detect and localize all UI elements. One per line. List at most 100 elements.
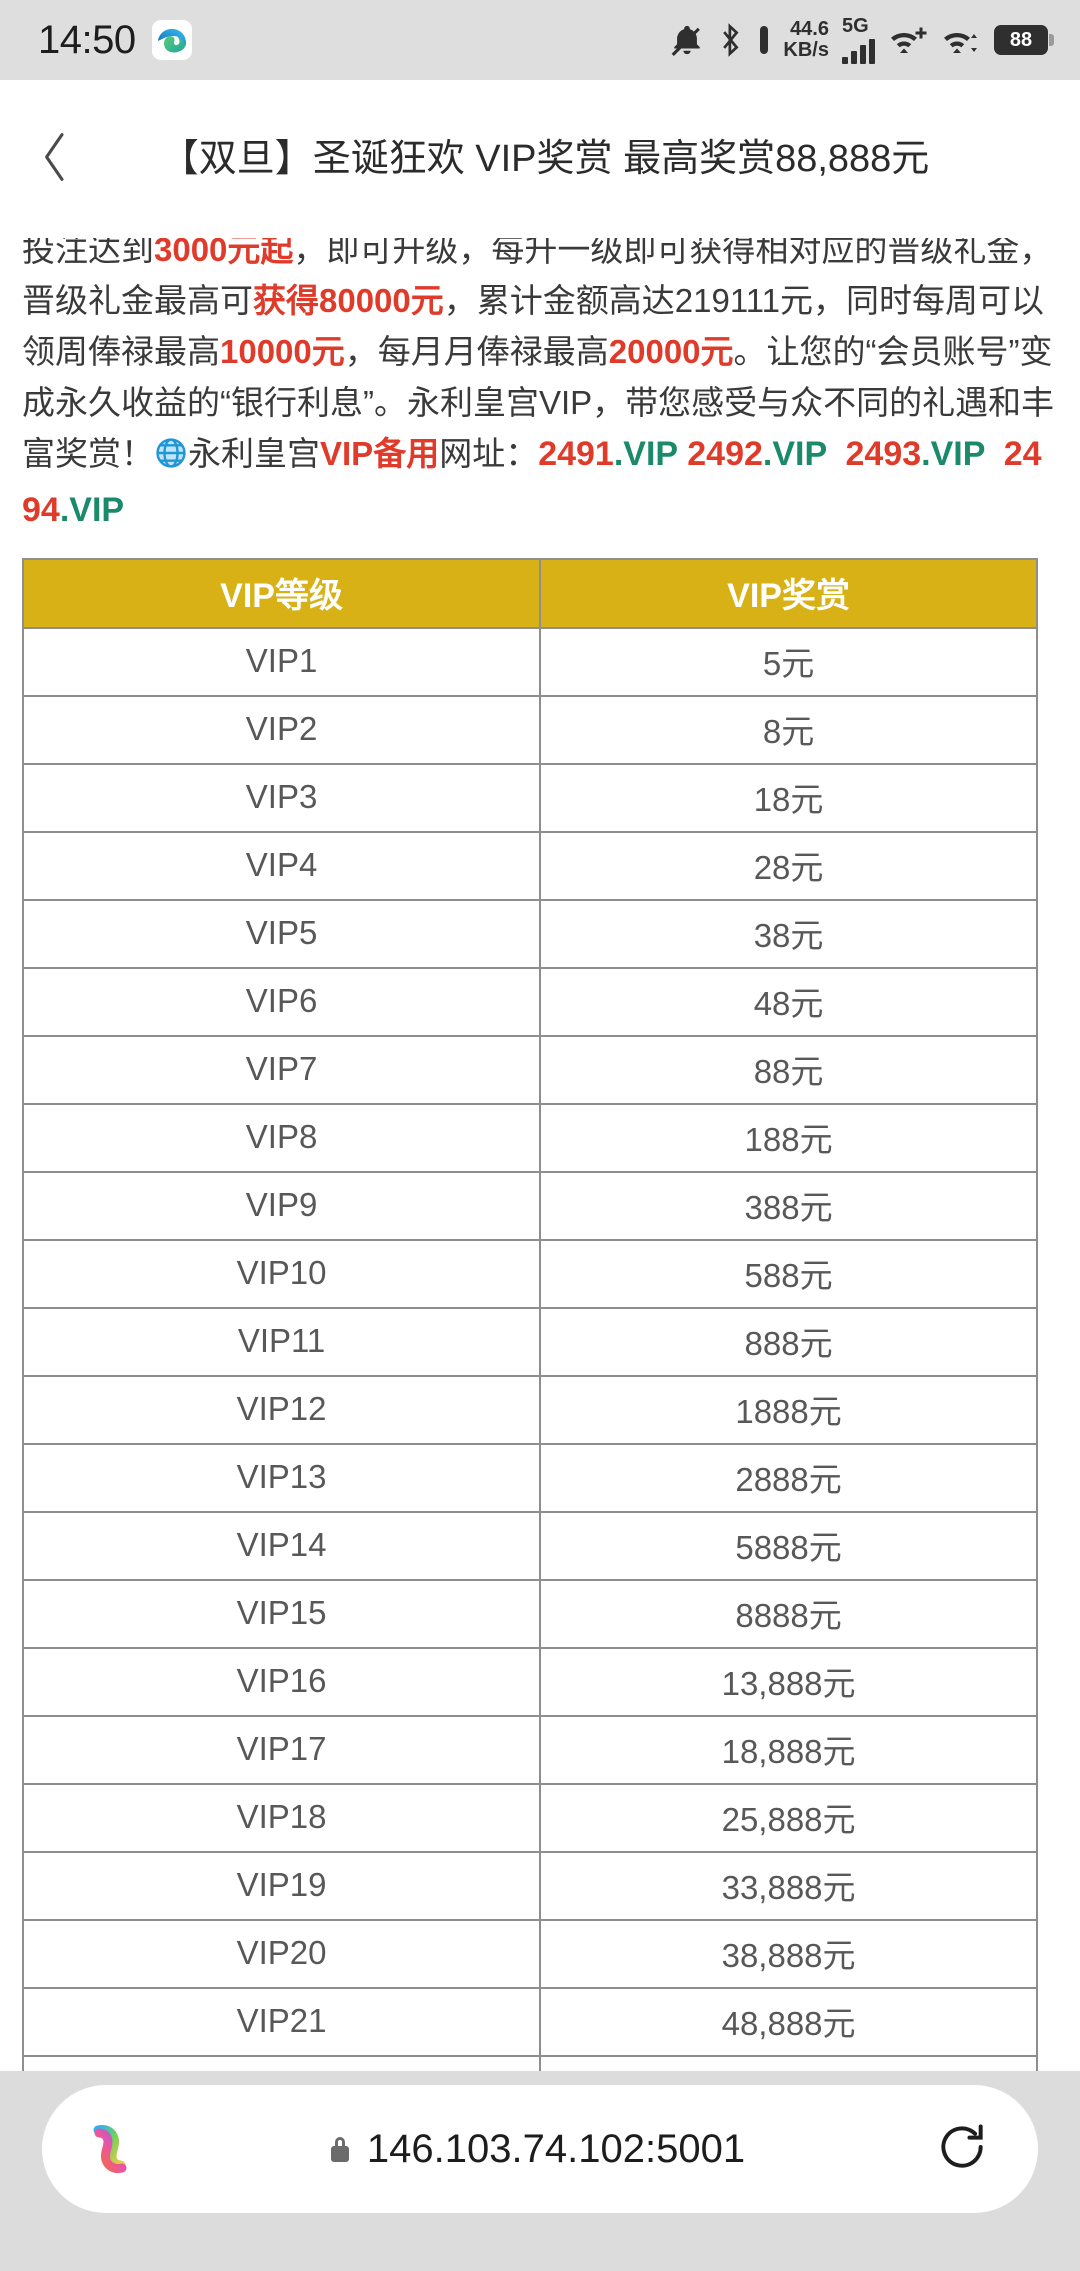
vip-url-link-1[interactable]: 2492.VIP (687, 435, 828, 473)
cell-vip-level: VIP11 (21, 1307, 542, 1377)
table-row: VIP10 588元 (21, 1239, 1038, 1309)
vip-reward-table: VIP等级 VIP奖赏 VIP1 5元 VIP2 8元 VIP3 18元 VIP4 28元 VI… (21, 558, 1038, 2071)
cell-vip-reward: 388元 (539, 1171, 1038, 1241)
bell-muted-icon (670, 23, 704, 57)
copilot-icon[interactable] (78, 2116, 144, 2182)
table-row: VIP8 188元 (21, 1103, 1038, 1173)
cell-vip-level: VIP1 (21, 627, 542, 697)
table-row: VIP9 388元 (21, 1171, 1038, 1241)
intro-text-4: ，每月月俸禄最高 (344, 333, 609, 370)
article-content: 投注达到3000元起，即可升级，每升一级即可获得相对应的晋级礼金，晋级礼金最高可… (0, 238, 1080, 2071)
vip-url-link-0[interactable]: 2491.VIP (538, 435, 679, 473)
table-row: VIP3 18元 (21, 763, 1038, 833)
url-text: 146.103.74.102:5001 (366, 2126, 746, 2171)
table-row: VIP11 888元 (21, 1307, 1038, 1377)
table-row: VIP18 25,888元 (21, 1783, 1038, 1853)
vip-url-link-2[interactable]: 2493.VIP (845, 435, 986, 473)
browser-bottom-bar: 146.103.74.102:5001 (0, 2071, 1080, 2271)
cell-vip-reward: 18,888元 (539, 1715, 1038, 1785)
cell-vip-level: VIP18 (21, 1783, 542, 1853)
bluetooth-icon (717, 23, 745, 57)
table-body: VIP1 5元 VIP2 8元 VIP3 18元 VIP4 28元 VIP5 38元 VIP6 48元… (21, 627, 1038, 2071)
cell-vip-reward: 5888元 (539, 1511, 1038, 1581)
network-speed-unit: KB/s (783, 39, 829, 61)
cell-vip-level: VIP7 (21, 1035, 542, 1105)
cell-vip-level: VIP12 (21, 1375, 542, 1445)
cell-vip-level: VIP5 (21, 899, 542, 969)
highlight-amount-20000: 20000元 (608, 333, 734, 370)
cell-vip-level: VIP16 (21, 1647, 542, 1717)
cell-vip-level: VIP4 (21, 831, 542, 901)
wifi-icon (941, 23, 981, 57)
battery-bar-icon (758, 23, 770, 57)
cell-vip-reward: 2888元 (539, 1443, 1038, 1513)
url-display[interactable]: 146.103.74.102:5001 (144, 2127, 930, 2172)
intro-text-1: 投注达到 (22, 238, 154, 268)
network-speed-indicator: 44.6 KB/s (783, 19, 829, 61)
status-bar-icons: 44.6 KB/s 5G 88 (670, 16, 1054, 64)
highlight-amount-80000: 获得80000元 (253, 282, 444, 319)
vip-url-link-3[interactable]: 2494.VIP (22, 435, 1042, 529)
column-header-level: VIP等级 (21, 558, 542, 629)
intro-text-6: 永利皇宫 (188, 435, 320, 472)
cell-vip-reward: 13,888元 (539, 1647, 1038, 1717)
cell-vip-reward: 33,888元 (539, 1851, 1038, 1921)
column-header-reward: VIP奖赏 (539, 558, 1038, 629)
table-row: VIP14 5888元 (21, 1511, 1038, 1581)
intro-paragraph: 投注达到3000元起，即可升级，每升一级即可获得相对应的晋级礼金，晋级礼金最高可… (22, 238, 1058, 536)
wifi-plus-icon (888, 23, 928, 57)
cell-vip-reward: 38元 (539, 899, 1038, 969)
page-header: 【双旦】圣诞狂欢 VIP奖赏 最高奖赏88,888元 (0, 80, 1080, 238)
back-button[interactable] (0, 80, 110, 238)
cell-vip-reward: 8元 (539, 695, 1038, 765)
table-row: VIP5 38元 (21, 899, 1038, 969)
highlight-amount-10000: 10000元 (220, 333, 345, 370)
cell-vip-level: VIP19 (21, 1851, 542, 1921)
signal-bars-icon (842, 36, 875, 64)
cell-vip-level: VIP10 (21, 1239, 542, 1309)
table-row: VIP20 38,888元 (21, 1919, 1038, 1989)
status-bar-clock: 14:50 (38, 17, 136, 62)
cell-vip-reward: 8888元 (539, 1579, 1038, 1649)
battery-level: 88 (1009, 28, 1033, 51)
cell-vip-level: VIP3 (21, 763, 542, 833)
lock-icon (329, 2134, 351, 2164)
vip-backup-label: VIP备用 (320, 435, 440, 472)
table-row: VIP1 5元 (21, 627, 1038, 697)
cell-vip-reward: 188元 (539, 1103, 1038, 1173)
status-bar: 14:50 (0, 0, 1080, 80)
cell-vip-reward: 38,888元 (539, 1919, 1038, 1989)
cell-vip-reward: 588元 (539, 1239, 1038, 1309)
cell-vip-reward: 48,888元 (539, 1987, 1038, 2057)
battery-indicator: 88 (994, 25, 1054, 55)
intro-text-3: ，累计金额高达219111元，同时每周可以领周俸禄最高 (22, 282, 1044, 370)
cell-vip-reward: 5元 (539, 627, 1038, 697)
cell-vip-reward: 58,888元 (539, 2055, 1038, 2071)
cell-vip-level: VIP8 (21, 1103, 542, 1173)
cell-vip-reward: 48元 (539, 967, 1038, 1037)
cell-vip-level: VIP22 (21, 2055, 542, 2071)
cell-vip-level: VIP15 (21, 1579, 542, 1649)
highlight-amount-3000: 3000元起 (154, 238, 294, 268)
table-row: VIP21 48,888元 (21, 1987, 1038, 2057)
cell-vip-level: VIP17 (21, 1715, 542, 1785)
table-row: VIP2258,888元 (21, 2055, 1038, 2071)
cell-vip-reward: 28元 (539, 831, 1038, 901)
cell-vip-reward: 88元 (539, 1035, 1038, 1105)
cell-vip-level: VIP13 (21, 1443, 542, 1513)
edge-icon (151, 20, 192, 60)
table-row: VIP17 18,888元 (21, 1715, 1038, 1785)
table-row: VIP16 13,888元 (21, 1647, 1038, 1717)
intro-text-2: ，即可升级，每升一级即可获得相对应的晋级礼金，晋级礼金最高可 (22, 238, 1053, 319)
reload-button[interactable] (930, 2117, 994, 2181)
table-row: VIP15 8888元 (21, 1579, 1038, 1649)
url-bar[interactable]: 146.103.74.102:5001 (42, 2085, 1038, 2213)
cell-vip-level: VIP20 (21, 1919, 542, 1989)
table-row: VIP7 88元 (21, 1035, 1038, 1105)
table-row: VIP13 2888元 (21, 1443, 1038, 1513)
cell-vip-level: VIP21 (21, 1987, 542, 2057)
table-row: VIP19 33,888元 (21, 1851, 1038, 1921)
intro-text-5: 。让您的“会员账号”变成永久收益的“银行利息”。永利皇宫VIP，带您感受与众不同… (22, 333, 1055, 472)
cell-vip-level: VIP2 (21, 695, 542, 765)
network-speed-value: 44.6 (790, 18, 829, 40)
